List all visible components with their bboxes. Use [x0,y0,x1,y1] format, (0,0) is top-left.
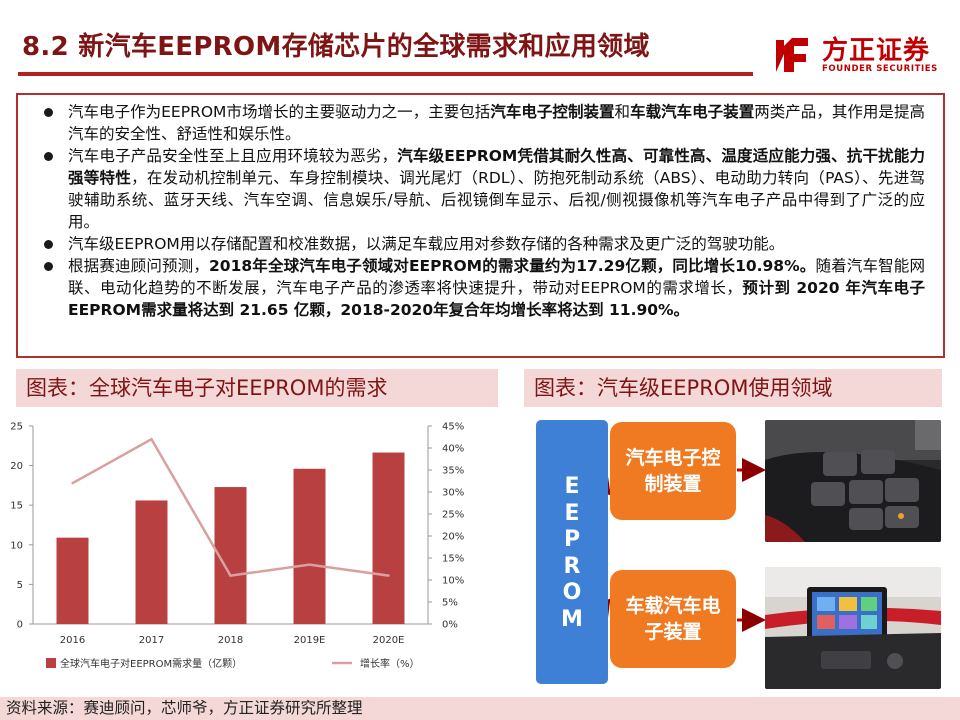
car-console-photo [765,420,941,542]
eeprom-letter: O [562,580,582,605]
y-right-tick-label: 20% [442,532,464,543]
eeprom-letter: E [564,474,580,499]
demand-bar [135,500,168,624]
bullet-text: 随着汽车智能网联、电动化趋势的不断发展，汽车电子产品的渗透率将快速提升，带动对E… [68,257,925,297]
y-left-tick-label: 20 [10,461,23,472]
bullet-text: 两类产品，其作用是提高汽车的安全性、舒适性和娱乐性。 [68,103,925,143]
y-right-tick-label: 30% [442,488,464,499]
eeprom-letter: P [563,527,581,552]
growth-rate-point [71,482,74,485]
y-right-tick-label: 35% [442,466,464,477]
y-right-tick-label: 5% [442,598,458,609]
summary-bullet: 汽车级EEPROM用以存储配置和校准数据，以满足车载应用对参数存储的各种需求及更… [36,233,925,255]
x-tick-label: 2019E [294,635,326,646]
legend-label-bar: 全球汽车电子对EEPROM需求量（亿颗） [60,657,242,670]
y-right-tick-label: 0% [442,620,458,631]
x-tick-label: 2018 [218,635,243,646]
eeprom-letter: E [564,500,580,526]
diagram-caption: 图表：汽车级EEPROM使用领域 [524,369,942,407]
bullet-text-bold: 汽车电子控制装置 [490,103,615,121]
x-tick-label: 2017 [139,635,164,646]
eeprom-demand-chart: 0 5 10 15 20 25 0% 5% 10% 15% 20% 25% 30% 35% 40% 45% 20… [10,422,464,671]
y-right-tick-label: 25% [442,510,464,521]
growth-rate-point [229,574,232,577]
control-device-box: 汽车电子控制装置 [610,422,736,520]
bullet-text: 汽车级EEPROM用以存储配置和校准数据，以满足车载应用对参数存储的各种需求及更… [68,235,785,253]
y-right-tick-label: 45% [442,422,464,433]
demand-bar [372,452,405,624]
y-left-tick-label: 15 [10,501,23,512]
logo-text-cn: 方正证券 [822,36,931,66]
bullet-text-bold: 车载汽车电子装置 [630,103,755,121]
y-right-tick-label: 15% [442,554,464,565]
y-left-tick-label: 25 [10,422,23,433]
y-right-tick-label: 10% [442,576,464,587]
growth-rate-point [387,574,390,577]
y-left-tick-label: 0 [17,620,23,631]
summary-bullet: 汽车电子产品安全性至上且应用环境较为恶劣，汽车级EEPROM凭借其耐久性高、可靠… [36,145,925,233]
founder-logo: 方正证券 FOUNDER SECURITIES [770,28,950,78]
bullet-text: 和 [614,103,631,121]
bullet-text: 汽车电子作为EEPROM市场增长的主要驱动力之一，主要包括 [68,103,491,121]
y-left-tick-label: 10 [10,540,23,551]
eeprom-letter: M [561,606,583,632]
bullet-text: 汽车电子产品安全性至上且应用环境较为恶劣， [68,147,398,165]
chart-caption: 图表：全球汽车电子对EEPROM的需求 [16,369,498,407]
bullet-text-bold: 2018年全球汽车电子领域对EEPROM的需求量约为17.29亿颗，同比增长10… [209,257,816,275]
demand-bar [293,468,326,624]
founder-logo-icon [776,38,808,72]
title-underline [18,72,753,76]
summary-bullet: 汽车电子作为EEPROM市场增长的主要驱动力之一，主要包括汽车电子控制装置和车载… [36,101,925,145]
x-tick-label: 2020E [373,635,405,646]
growth-rate-point [308,563,311,566]
summary-bullet: 根据赛迪顾问预测，2018年全球汽车电子领域对EEPROM的需求量约为17.29… [36,255,925,321]
demand-bar [56,537,89,624]
bullet-text: 根据赛迪顾问预测， [68,257,209,275]
onboard-device-box: 车载汽车电子装置 [610,570,736,668]
logo-text-en: FOUNDER SECURITIES [822,64,938,74]
bullet-text: ，在发动机控制单元、车身控制模块、调光尾灯（RDL）、防抱死制动系统（ABS）、… [68,169,925,231]
legend-swatch-bar [46,658,56,668]
page-title: 8.2 新汽车EEPROM存储芯片的全球需求和应用领域 [22,32,650,62]
eeprom-letter: R [563,553,581,579]
bullet-text-bold: 预计到 2020 年汽车电子EEPROM需求量将达到 21.65 亿颗，2018… [68,279,926,319]
car-infotainment-photo [765,567,941,689]
x-tick-label: 2016 [60,635,85,646]
legend-label-line: 增长率（%） [360,657,420,670]
source-note: 资料来源：赛迪顾问，芯师爷，方正证券研究所整理 [0,697,960,720]
growth-rate-point [150,438,153,441]
y-right-tick-label: 40% [442,444,464,455]
summary-textbox: 汽车电子作为EEPROM市场增长的主要驱动力之一，主要包括汽车电子控制装置和车载… [16,93,945,358]
y-left-tick-label: 5 [17,580,23,591]
bullet-text-bold: 汽车级EEPROM凭借其耐久性高、可靠性高、温度适应能力强、抗干扰能力强等特性 [68,147,925,187]
